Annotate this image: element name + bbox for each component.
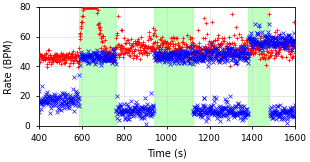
Bar	[79, 7, 116, 126]
Y-axis label: Rate (BPM): Rate (BPM)	[3, 39, 13, 94]
Bar	[248, 7, 269, 126]
X-axis label: Time (s): Time (s)	[147, 149, 187, 159]
Bar	[154, 7, 193, 126]
